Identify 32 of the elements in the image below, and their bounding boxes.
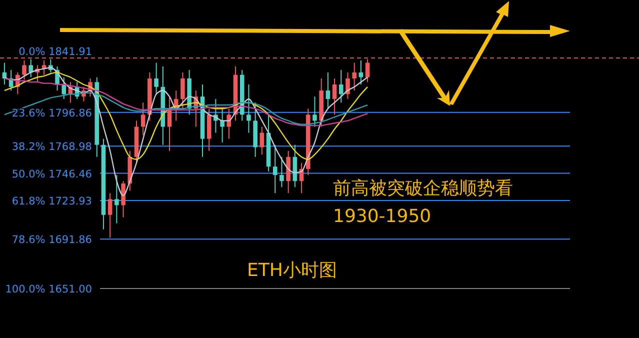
candlestick xyxy=(220,108,224,143)
candlestick xyxy=(108,192,112,238)
candlestick xyxy=(332,78,337,116)
ref-line-label: 38.2% 1768.98 xyxy=(12,141,92,154)
ref-line-label: 61.8% 1723.93 xyxy=(12,195,92,208)
candlestick xyxy=(28,58,34,78)
ref-line-label: 0.0% 1841.91 xyxy=(18,46,92,58)
candlestick xyxy=(338,70,344,104)
annotation: 前高被突破企稳顺势看 xyxy=(333,178,513,199)
candlestick xyxy=(272,144,278,194)
candlestick xyxy=(154,62,158,95)
ref-line-label: 23.6% 1796.86 xyxy=(12,107,92,120)
ref-line-label: 100.0% 1651.00 xyxy=(5,284,92,296)
candlestick xyxy=(114,174,119,224)
candlestick xyxy=(365,58,370,83)
ref-line-label: 78.6% 1691.86 xyxy=(12,234,92,246)
candlestick xyxy=(346,72,350,100)
candlestick xyxy=(140,102,146,136)
candlestick xyxy=(121,180,126,218)
candlestick xyxy=(260,126,264,156)
candlestick xyxy=(326,72,330,110)
annotation: 1930-1950 xyxy=(333,206,432,227)
candlestick xyxy=(246,84,251,134)
candlestick xyxy=(180,72,185,110)
candlestick xyxy=(358,60,364,85)
candlestick xyxy=(62,76,66,100)
candlestick xyxy=(312,96,317,128)
candlestick xyxy=(280,156,284,188)
annotation: ETH小时图 xyxy=(247,260,337,281)
candlestick xyxy=(352,62,356,92)
ref-line-label: 50.0% 1746.46 xyxy=(12,168,92,180)
candlestick xyxy=(22,60,26,80)
